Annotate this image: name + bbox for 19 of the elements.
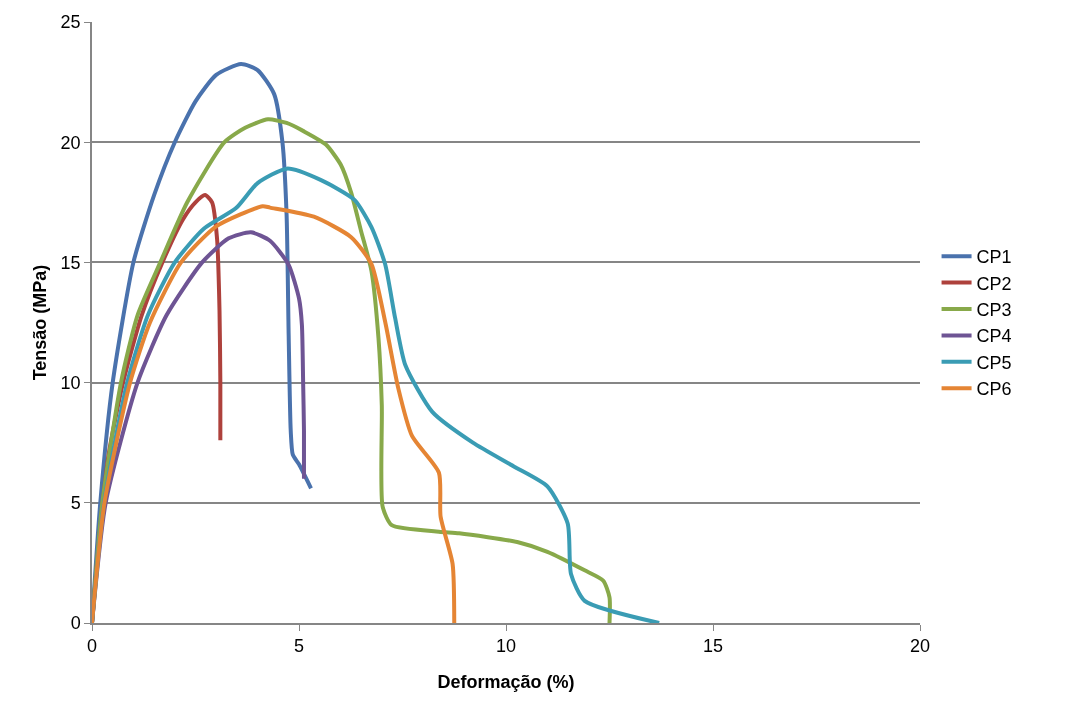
x-tick-label: 5 bbox=[293, 636, 305, 657]
legend-label: CP2 bbox=[976, 273, 1012, 294]
legend-label: CP5 bbox=[976, 352, 1012, 373]
x-tick-label: 15 bbox=[702, 636, 724, 657]
y-tick-label: 5 bbox=[70, 493, 81, 514]
y-axis-title: Tensão (MPa) bbox=[29, 264, 50, 381]
legend-label: CP4 bbox=[976, 326, 1012, 347]
legend-label: CP6 bbox=[976, 379, 1012, 400]
x-tick-label: 20 bbox=[909, 636, 931, 657]
x-axis-title: Deformação (%) bbox=[437, 671, 575, 692]
legend-label: CP3 bbox=[976, 300, 1012, 321]
y-tick-label: 10 bbox=[60, 372, 81, 393]
y-tick-label: 15 bbox=[60, 252, 81, 273]
y-tick-label: 25 bbox=[60, 12, 81, 33]
x-tick-label: 0 bbox=[86, 636, 98, 657]
y-tick-label: 0 bbox=[70, 613, 81, 634]
x-tick-label: 10 bbox=[495, 636, 517, 657]
y-tick-label: 20 bbox=[60, 132, 81, 153]
legend-label: CP1 bbox=[976, 247, 1012, 268]
